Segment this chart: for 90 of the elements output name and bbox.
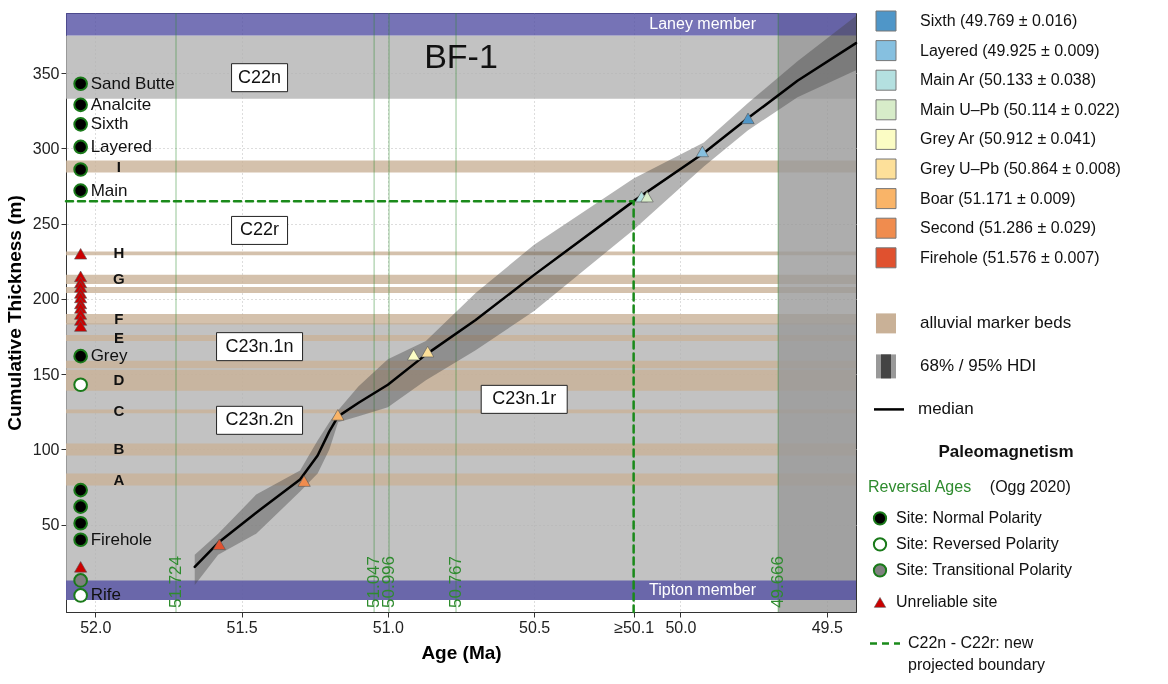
point: [73, 573, 88, 588]
point: [73, 482, 88, 498]
text: BF-1: [424, 36, 498, 75]
legend-label: Second (51.286 ± 0.029): [920, 219, 1097, 237]
data-label: Sixth: [90, 114, 129, 134]
legend-label: Sixth (49.769 ± 0.016): [920, 12, 1078, 29]
point: [73, 117, 88, 132]
point: [73, 588, 88, 603]
data-label: Grey: [90, 346, 128, 366]
band-label: Tipton member: [649, 581, 757, 599]
point: [212, 538, 226, 550]
point: [74, 561, 88, 573]
point: [640, 191, 654, 203]
point: [73, 97, 88, 113]
x-tick-label: 52.0: [80, 618, 112, 636]
data-label: Layered: [90, 136, 153, 156]
data-label: Main: [90, 180, 128, 200]
ref-line-label: 51.724: [166, 556, 186, 608]
legend-label: Layered (49.925 ± 0.009): [920, 41, 1100, 59]
legend-label: Site: Reversed Polarity: [896, 535, 1059, 553]
point: [74, 320, 88, 332]
data-label: Sand Butte: [90, 73, 175, 93]
data-label: Firehole: [90, 529, 153, 549]
legend-label: Site: Transitional Polarity: [896, 561, 1073, 579]
band-label: I: [116, 157, 122, 175]
y-tick-label: 100: [32, 440, 60, 458]
text: 68% / 95% HDI: [920, 356, 1037, 376]
annotation: C22r: [240, 219, 280, 240]
legend-label: C22n - C22r: new projected boundary: [908, 634, 1045, 674]
data-label: Analcite: [90, 94, 152, 114]
point: [74, 248, 88, 260]
point: [421, 346, 435, 358]
ref-line-label: 50.996: [379, 556, 399, 608]
x-tick-label: 49.5: [811, 618, 843, 636]
band-label: E: [113, 329, 124, 347]
y-axis-title: Cumulative Thickness (m): [3, 195, 25, 431]
band-label: F: [114, 310, 124, 328]
legend-label: Firehole (51.576 ± 0.007): [920, 248, 1100, 266]
ref-line-label: 49.666: [768, 556, 788, 608]
point: [73, 183, 88, 198]
point: [407, 349, 421, 361]
legend-label: median: [918, 399, 974, 419]
point: [741, 112, 755, 124]
annotation: C23n.2n: [225, 409, 294, 430]
band-label: C: [113, 402, 125, 420]
annotation: C23n.1n: [225, 335, 294, 356]
y-tick-label: 200: [32, 290, 60, 308]
point: [73, 162, 88, 177]
legend-label: Unreliable site: [896, 593, 998, 611]
point: [73, 532, 88, 548]
band-label: B: [113, 440, 125, 458]
x-tick-label: 51.0: [372, 618, 405, 636]
point: [73, 348, 88, 364]
legend-label: Grey Ar (50.912 ± 0.041): [920, 130, 1096, 148]
point: [331, 409, 345, 421]
text: alluvial marker beds: [920, 313, 1072, 333]
point: [73, 515, 88, 531]
y-tick-label: 150: [32, 365, 60, 383]
x-tick-label: ≥50.1: [614, 618, 655, 636]
text: (Ogg 2020): [989, 478, 1071, 496]
point: [73, 76, 88, 92]
legend-label: Site: Normal Polarity: [896, 509, 1042, 527]
x-tick-label: 51.5: [226, 618, 258, 636]
legend-label: Grey U–Pb (50.864 ± 0.008): [920, 160, 1121, 177]
band-label: Laney member: [649, 15, 757, 33]
y-tick-label: 350: [32, 64, 60, 82]
legend-label: Main Ar (50.133 ± 0.038): [920, 71, 1096, 89]
y-tick-label: 50: [41, 516, 60, 534]
point: [73, 499, 88, 514]
ref-line-label: 50.767: [446, 556, 466, 608]
point: [73, 377, 88, 393]
band-label: G: [113, 270, 125, 288]
annotation: C22n: [238, 66, 282, 87]
x-axis-title: Age (Ma): [421, 641, 502, 663]
annotation: C23n.1r: [492, 388, 557, 409]
band-label: D: [113, 371, 125, 389]
y-tick-label: 300: [32, 139, 60, 157]
legend-label: Main U–Pb (50.114 ± 0.022): [920, 100, 1120, 118]
text: Reversal Ages: [868, 478, 972, 496]
data-label: Rife: [90, 585, 121, 605]
legend-title: Paleomagnetism: [938, 442, 1074, 462]
y-tick-label: 250: [32, 215, 60, 233]
point: [73, 139, 88, 155]
point: [695, 145, 709, 158]
band-label: H: [113, 244, 125, 262]
point: [297, 475, 311, 487]
legend-label: Boar (51.171 ± 0.009): [920, 189, 1076, 207]
x-tick-label: 50.0: [665, 618, 697, 636]
x-tick-label: 50.5: [519, 618, 551, 636]
band-label: A: [113, 470, 125, 488]
